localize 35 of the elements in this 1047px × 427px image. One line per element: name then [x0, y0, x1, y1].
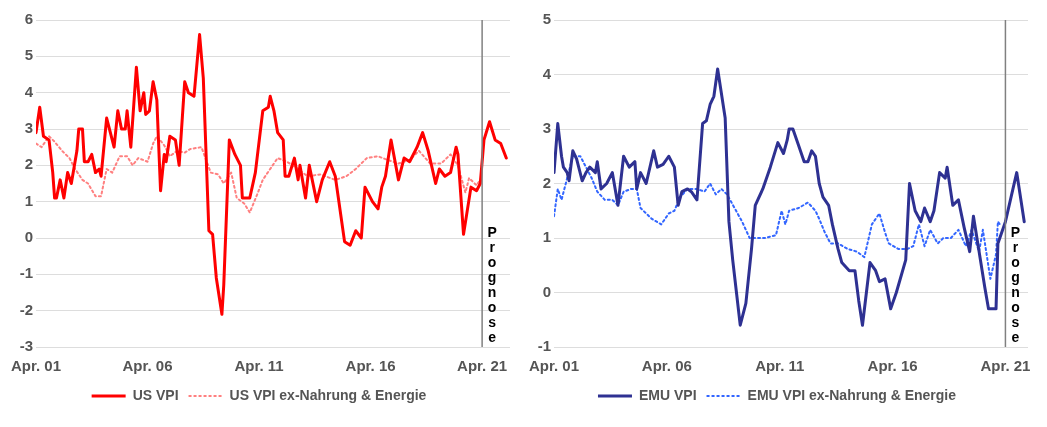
x-tick-label: Apr. 16: [345, 357, 396, 375]
line-series: [36, 135, 482, 214]
legend-label: US VPI: [132, 386, 179, 403]
y-tick-label: 3: [24, 119, 34, 137]
y-tick-label: 6: [24, 10, 34, 28]
legend-label: EMU VPI: [638, 386, 697, 403]
legend-label: US VPI ex-Nahrung & Energie: [229, 386, 427, 403]
x-tick-label: Apr. 16: [867, 357, 918, 375]
x-tick-label: Apr. 01: [11, 357, 62, 375]
x-tick-label: Apr. 11: [234, 357, 284, 375]
y-tick-label: -1: [19, 264, 34, 282]
y-tick-label: -3: [19, 337, 34, 355]
y-tick-label: -2: [19, 300, 34, 318]
y-tick-label: 3: [542, 119, 552, 137]
x-tick-label: Apr. 01: [529, 357, 580, 375]
ref-line-label: Prognose: [1010, 223, 1021, 345]
x-tick-label: Apr. 11: [755, 357, 805, 375]
y-tick-label: 1: [542, 228, 552, 246]
y-tick-label: -1: [537, 337, 552, 355]
y-tick-label: 4: [24, 82, 34, 100]
y-tick-label: 5: [24, 46, 34, 64]
line-series: [554, 155, 1001, 280]
legend-label: EMU VPI ex-Nahrung & Energie: [747, 386, 957, 403]
x-tick-label: Apr. 21: [980, 357, 1031, 375]
y-tick-label: 2: [542, 173, 552, 191]
y-tick-label: 2: [24, 155, 34, 173]
x-tick-label: Apr. 06: [122, 357, 173, 375]
ref-line-label: Prognose: [487, 223, 497, 345]
x-tick-label: Apr. 06: [641, 357, 692, 375]
y-tick-label: 0: [24, 228, 34, 246]
y-tick-label: 5: [542, 10, 552, 28]
x-tick-label: Apr. 21: [457, 357, 508, 375]
y-tick-label: 0: [542, 282, 552, 300]
y-tick-label: 1: [24, 191, 34, 209]
y-tick-label: 4: [542, 64, 552, 82]
